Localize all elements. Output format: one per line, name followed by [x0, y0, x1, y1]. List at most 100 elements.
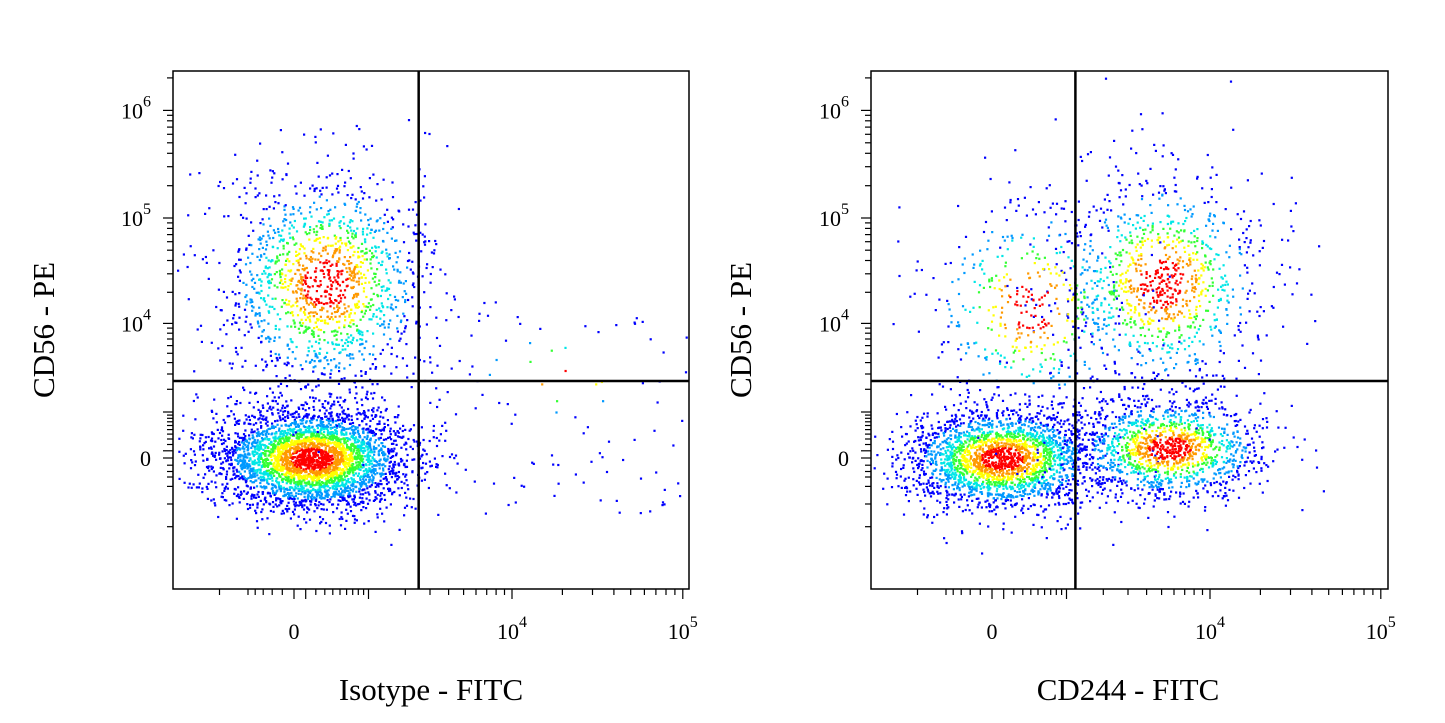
event-dot: [262, 503, 265, 506]
event-dot: [315, 432, 318, 435]
event-dot: [325, 262, 328, 265]
event-dot: [243, 450, 246, 453]
event-dot: [335, 364, 338, 367]
event-dot: [445, 429, 448, 432]
event-dot: [304, 454, 307, 458]
event-dot: [295, 254, 298, 257]
event-dot: [287, 492, 290, 495]
event-dot: [335, 236, 338, 239]
event-dot: [326, 472, 329, 475]
event-dot: [284, 410, 287, 413]
event-dot: [324, 454, 327, 457]
event-dot: [270, 425, 274, 428]
event-dot: [353, 521, 356, 524]
event-dot: [374, 491, 377, 494]
event-dot: [251, 309, 254, 312]
event-dot: [268, 533, 271, 536]
event-dot: [235, 400, 238, 403]
event-dot: [353, 515, 356, 518]
event-dot: [220, 429, 223, 432]
event-dot: [400, 332, 403, 335]
event-dot: [287, 501, 290, 504]
event-dot: [361, 438, 364, 442]
event-dot: [408, 259, 411, 262]
event-dot: [423, 291, 426, 294]
event-dot: [217, 347, 220, 350]
event-dot: [304, 436, 307, 439]
event-dot: [369, 231, 372, 235]
event-dot: [300, 504, 304, 507]
event-dot: [290, 467, 293, 470]
event-dot: [284, 463, 287, 466]
event-dot: [317, 328, 320, 331]
event-dot: [438, 344, 442, 347]
event-dot: [353, 503, 356, 506]
event-dot: [260, 426, 263, 429]
event-dot: [349, 226, 352, 229]
event-dot: [323, 339, 326, 342]
event-dot: [266, 402, 269, 405]
event-dot: [297, 456, 300, 459]
event-dot: [390, 476, 393, 479]
event-dot: [285, 435, 288, 438]
event-dot: [378, 229, 381, 232]
event-dot: [380, 442, 383, 445]
event-dot: [338, 315, 341, 318]
event-dot: [354, 273, 357, 276]
event-dot: [379, 317, 382, 320]
event-dot: [222, 442, 225, 445]
event-dot: [188, 482, 191, 485]
event-dot: [403, 482, 406, 485]
event-dot: [405, 496, 408, 499]
event-dot: [283, 473, 286, 476]
event-dot: [366, 398, 369, 401]
event-dot: [336, 419, 340, 422]
event-dot: [293, 508, 296, 511]
event-dot: [353, 446, 356, 450]
event-dot: [202, 459, 205, 462]
event-dot: [432, 252, 436, 255]
event-dot: [310, 358, 314, 362]
event-dot: [314, 498, 317, 501]
event-dot: [293, 497, 296, 501]
event-dot: [326, 429, 329, 432]
event-dot: [276, 402, 279, 405]
event-dot: [361, 463, 364, 466]
event-dot: [215, 412, 218, 415]
event-dot: [284, 478, 288, 482]
event-dot: [263, 297, 266, 300]
event-dot: [340, 273, 343, 276]
event-dot: [321, 372, 324, 376]
event-dot: [301, 490, 304, 493]
event-dot: [339, 495, 342, 498]
event-dot: [246, 300, 249, 303]
event-dot: [265, 256, 268, 259]
event-dot: [194, 460, 197, 463]
event-dot: [278, 234, 281, 237]
event-dot: [355, 452, 358, 455]
event-dot: [395, 443, 398, 446]
event-dot: [267, 274, 270, 277]
event-dot: [305, 360, 308, 363]
event-dot: [388, 253, 391, 256]
event-dot: [359, 186, 362, 189]
event-dot: [297, 259, 300, 262]
event-dot: [394, 475, 397, 478]
event-dot: [346, 445, 349, 449]
event-dot: [292, 456, 295, 459]
event-dot: [258, 258, 261, 262]
event-dot: [361, 342, 364, 345]
event-dot: [306, 430, 309, 433]
event-dot: [286, 443, 289, 446]
event-dot: [289, 462, 292, 465]
event-dot: [321, 451, 324, 454]
event-dot: [219, 328, 222, 331]
event-dot: [338, 326, 341, 329]
event-dot: [309, 256, 312, 259]
event-dot: [353, 456, 356, 459]
event-dot: [436, 364, 439, 367]
event-dot: [373, 230, 376, 233]
event-dot: [373, 441, 376, 444]
event-dot: [226, 487, 229, 490]
event-dot: [381, 250, 384, 253]
